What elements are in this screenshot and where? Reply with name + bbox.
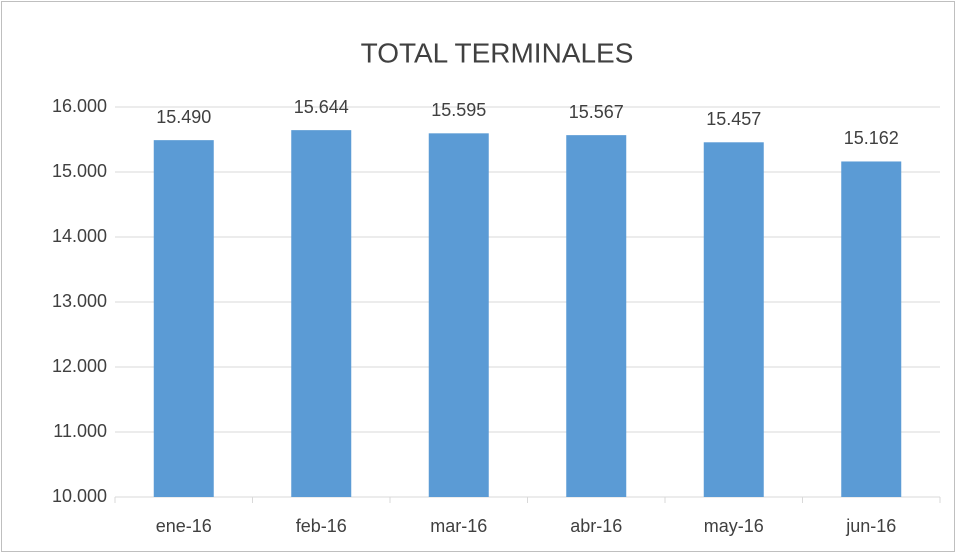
x-tick-label: may-16 xyxy=(704,516,764,536)
y-tick-label: 10.000 xyxy=(52,486,107,506)
bar xyxy=(428,133,489,497)
bar xyxy=(566,135,627,497)
value-label: 15.595 xyxy=(431,100,486,120)
y-tick-label: 13.000 xyxy=(52,291,107,311)
x-tick-label: ene-16 xyxy=(156,516,212,536)
bar xyxy=(153,140,214,497)
value-label: 15.644 xyxy=(294,97,349,117)
x-tick-label: jun-16 xyxy=(845,516,896,536)
value-label: 15.567 xyxy=(569,102,624,122)
bar xyxy=(841,161,902,497)
value-label: 15.490 xyxy=(156,107,211,127)
y-tick-label: 11.000 xyxy=(53,421,107,441)
value-label: 15.457 xyxy=(706,109,761,129)
y-tick-label: 14.000 xyxy=(52,226,107,246)
bar xyxy=(291,130,352,497)
value-label: 15.162 xyxy=(844,128,899,148)
x-tick-label: feb-16 xyxy=(296,516,347,536)
chart-title: TOTAL TERMINALES xyxy=(361,37,634,68)
y-tick-label: 16.000 xyxy=(52,96,107,116)
bar xyxy=(703,142,764,498)
y-tick-label: 15.000 xyxy=(52,161,107,181)
x-tick-label: mar-16 xyxy=(430,516,487,536)
y-tick-label: 12.000 xyxy=(52,356,107,376)
x-tick-label: abr-16 xyxy=(570,516,622,536)
